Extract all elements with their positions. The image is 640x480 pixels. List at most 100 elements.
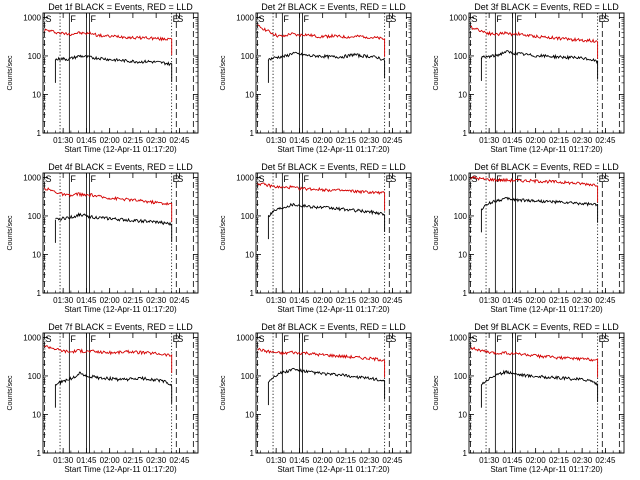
x-tick-label: 02:15 [549,136,570,145]
y-tick-label: 1000 [23,333,41,342]
x-tick-label: 02:30 [146,296,167,305]
x-axis-label: Start Time (12-Apr-11 01:17:20) [277,305,390,314]
x-tick-label: 01:30 [266,136,287,145]
y-tick-label: 10 [32,250,41,259]
event-marker-label: E [386,334,392,344]
event-marker-label: S [259,334,265,344]
event-marker-label: S [46,14,52,24]
lld-rate-line [44,28,173,56]
y-axis-label: Counts/sec [7,215,14,251]
y-tick-label: 1000 [23,13,41,22]
lld-rate-line [470,346,599,378]
event-marker-label: F [91,14,97,24]
x-tick-label: 02:00 [526,456,547,465]
y-tick-label: 100 [28,52,42,61]
event-marker-label: E [599,174,605,184]
event-marker-label: S [390,334,396,344]
plot-frame [468,172,625,294]
x-tick-label: 01:45 [289,296,310,305]
detector-panel: Det 2f BLACK = Events, RED = LLD Counts/s… [220,2,412,154]
x-tick-label: 01:45 [502,456,523,465]
detector-panel: Det 7f BLACK = Events, RED = LLD Counts/s… [7,322,199,474]
x-tick-label: 02:45 [382,136,403,145]
event-marker-label: F [304,14,310,24]
y-tick-label: 10 [32,410,41,419]
x-tick-label: 01:30 [266,296,287,305]
lld-rate-line [257,347,386,378]
event-marker-label: F [496,14,502,24]
x-axis-label: Start Time (12-Apr-11 01:17:20) [64,145,177,154]
x-tick-label: 02:15 [336,296,357,305]
x-tick-label: 02:00 [526,296,547,305]
event-marker-label: F [70,14,76,24]
y-tick-label: 10 [32,90,41,99]
x-tick-label: 01:30 [266,456,287,465]
event-marker-label: S [390,174,396,184]
x-axis-label: Start Time (12-Apr-11 01:17:20) [64,465,177,474]
event-marker-label: S [177,174,183,184]
lld-rate-line [470,25,599,59]
y-axis-label: Counts/sec [433,55,440,91]
x-tick-label: 02:45 [169,136,190,145]
x-tick-label: 01:45 [502,136,523,145]
panel-title: Det 9f BLACK = Events, RED = LLD [474,322,619,332]
y-tick-label: 1 [37,449,42,458]
panel-title: Det 5f BLACK = Events, RED = LLD [261,162,406,172]
y-tick-label: 100 [454,212,468,221]
event-marker-label: S [46,174,52,184]
x-tick-label: 01:30 [53,456,74,465]
event-marker-label: S [603,14,609,24]
y-tick-label: 1 [37,129,42,138]
plot-frame [255,12,412,134]
y-tick-label: 100 [28,372,42,381]
y-tick-label: 100 [454,52,468,61]
event-marker-label: F [304,174,310,184]
events-rate-line [268,202,386,232]
y-tick-label: 10 [245,250,254,259]
x-tick-label: 02:30 [146,456,167,465]
panel-title: Det 2f BLACK = Events, RED = LLD [261,2,406,12]
x-tick-label: 02:30 [572,296,593,305]
plot-frame [42,12,199,134]
events-rate-line [267,51,386,79]
x-axis-label: Start Time (12-Apr-11 01:17:20) [490,305,603,314]
x-tick-label: 02:15 [123,296,144,305]
y-axis-label: Counts/sec [220,215,227,251]
event-marker-label: F [304,334,310,344]
event-marker-label: E [386,14,392,24]
plot-frame [42,172,199,294]
y-axis-label: Counts/sec [220,375,227,411]
x-tick-label: 02:45 [595,296,616,305]
lld-rate-line [257,182,386,211]
x-tick-label: 02:00 [100,136,121,145]
x-tick-label: 02:30 [146,136,167,145]
events-rate-line [481,196,599,223]
y-tick-label: 10 [245,90,254,99]
lld-rate-line [470,175,599,203]
x-tick-label: 02:00 [313,296,334,305]
panel-title: Det 8f BLACK = Events, RED = LLD [261,322,406,332]
y-tick-label: 1 [250,129,255,138]
lld-rate-line [257,24,386,57]
x-tick-label: 02:15 [123,456,144,465]
events-rate-line [268,367,386,400]
event-marker-label: S [472,14,478,24]
detector-panel: Det 4f BLACK = Events, RED = LLD Counts/s… [7,162,199,314]
x-tick-label: 01:45 [289,456,310,465]
x-tick-label: 02:00 [100,456,121,465]
event-marker-label: E [386,174,392,184]
y-tick-label: 1 [463,449,468,458]
y-axis-label: Counts/sec [7,375,14,411]
event-marker-label: S [472,334,478,344]
event-marker-label: E [173,174,179,184]
event-marker-label: F [283,334,289,344]
x-tick-label: 02:45 [595,456,616,465]
y-tick-label: 1 [250,449,255,458]
detector-panel: Det 9f BLACK = Events, RED = LLD Counts/s… [433,322,625,474]
lld-rate-line [44,345,173,373]
plot-frame [468,12,625,134]
y-tick-label: 100 [241,212,255,221]
y-axis-label: Counts/sec [433,375,440,411]
x-axis-label: Start Time (12-Apr-11 01:17:20) [64,305,177,314]
